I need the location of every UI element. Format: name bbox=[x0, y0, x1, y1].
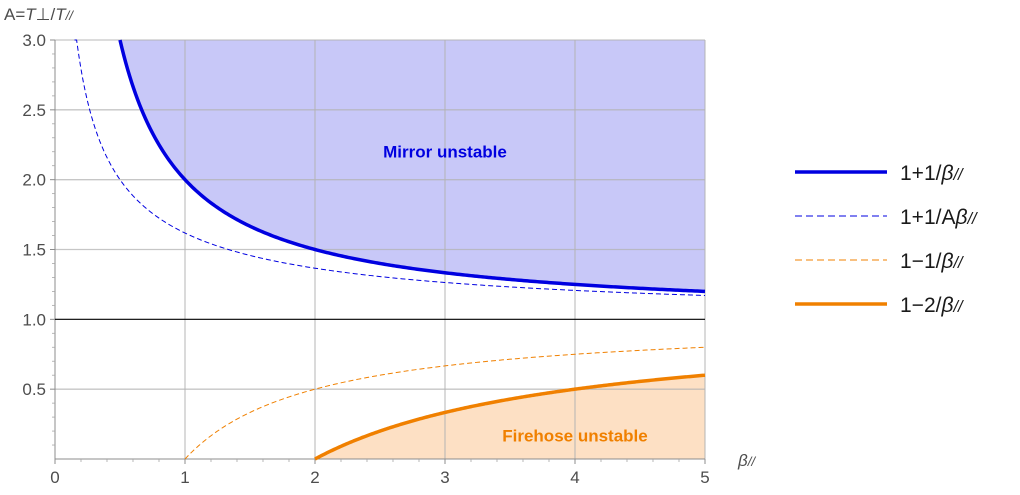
axes-layer: 0 1 2 3 4 5 0.5 1.0 1.5 2.0 2.5 3.0 A=T⊥/T// β// bbox=[4, 5, 756, 487]
series-line-2 bbox=[74, 39, 706, 296]
legend-layer: 1+1/β// 1+1/Aβ// 1−1/β// 1−2/β// bbox=[795, 162, 978, 317]
x-tick-label: 3 bbox=[440, 468, 449, 487]
x-axis-title: β// bbox=[737, 451, 756, 470]
x-tick-label: 0 bbox=[50, 468, 59, 487]
series-line-3 bbox=[184, 346, 706, 460]
y-tick-label: 1.5 bbox=[22, 241, 46, 260]
series-line-4 bbox=[314, 373, 706, 461]
legend-label-1: 1+1/β// bbox=[900, 162, 964, 185]
x-tick-label: 4 bbox=[570, 468, 579, 487]
legend-label-4: 1−2/β// bbox=[900, 294, 964, 317]
legend-label-3: 1−1/β// bbox=[900, 250, 964, 273]
x-tick-label: 2 bbox=[310, 468, 319, 487]
y-tick-label: 3.0 bbox=[22, 31, 46, 50]
firehose-unstable-region bbox=[315, 375, 705, 459]
legend-label-2: 1+1/Aβ// bbox=[900, 206, 978, 229]
regions-layer bbox=[120, 40, 705, 459]
y-tick-label: 2.5 bbox=[22, 101, 46, 120]
y-tick-label: 2.0 bbox=[22, 171, 46, 190]
x-tick-label: 5 bbox=[700, 468, 709, 487]
labels-layer: Mirror unstable Firehose unstable bbox=[383, 143, 648, 446]
y-axis-title: A=T⊥/T// bbox=[4, 5, 74, 24]
mirror-unstable-label: Mirror unstable bbox=[383, 143, 507, 162]
mirror-unstable-region bbox=[120, 40, 705, 292]
series-layer bbox=[74, 39, 706, 461]
y-tick-label: 1.0 bbox=[22, 310, 46, 329]
x-tick-label: 1 bbox=[180, 468, 189, 487]
y-tick-label: 0.5 bbox=[22, 380, 46, 399]
firehose-unstable-label: Firehose unstable bbox=[502, 426, 647, 445]
series-line-1 bbox=[118, 39, 706, 294]
